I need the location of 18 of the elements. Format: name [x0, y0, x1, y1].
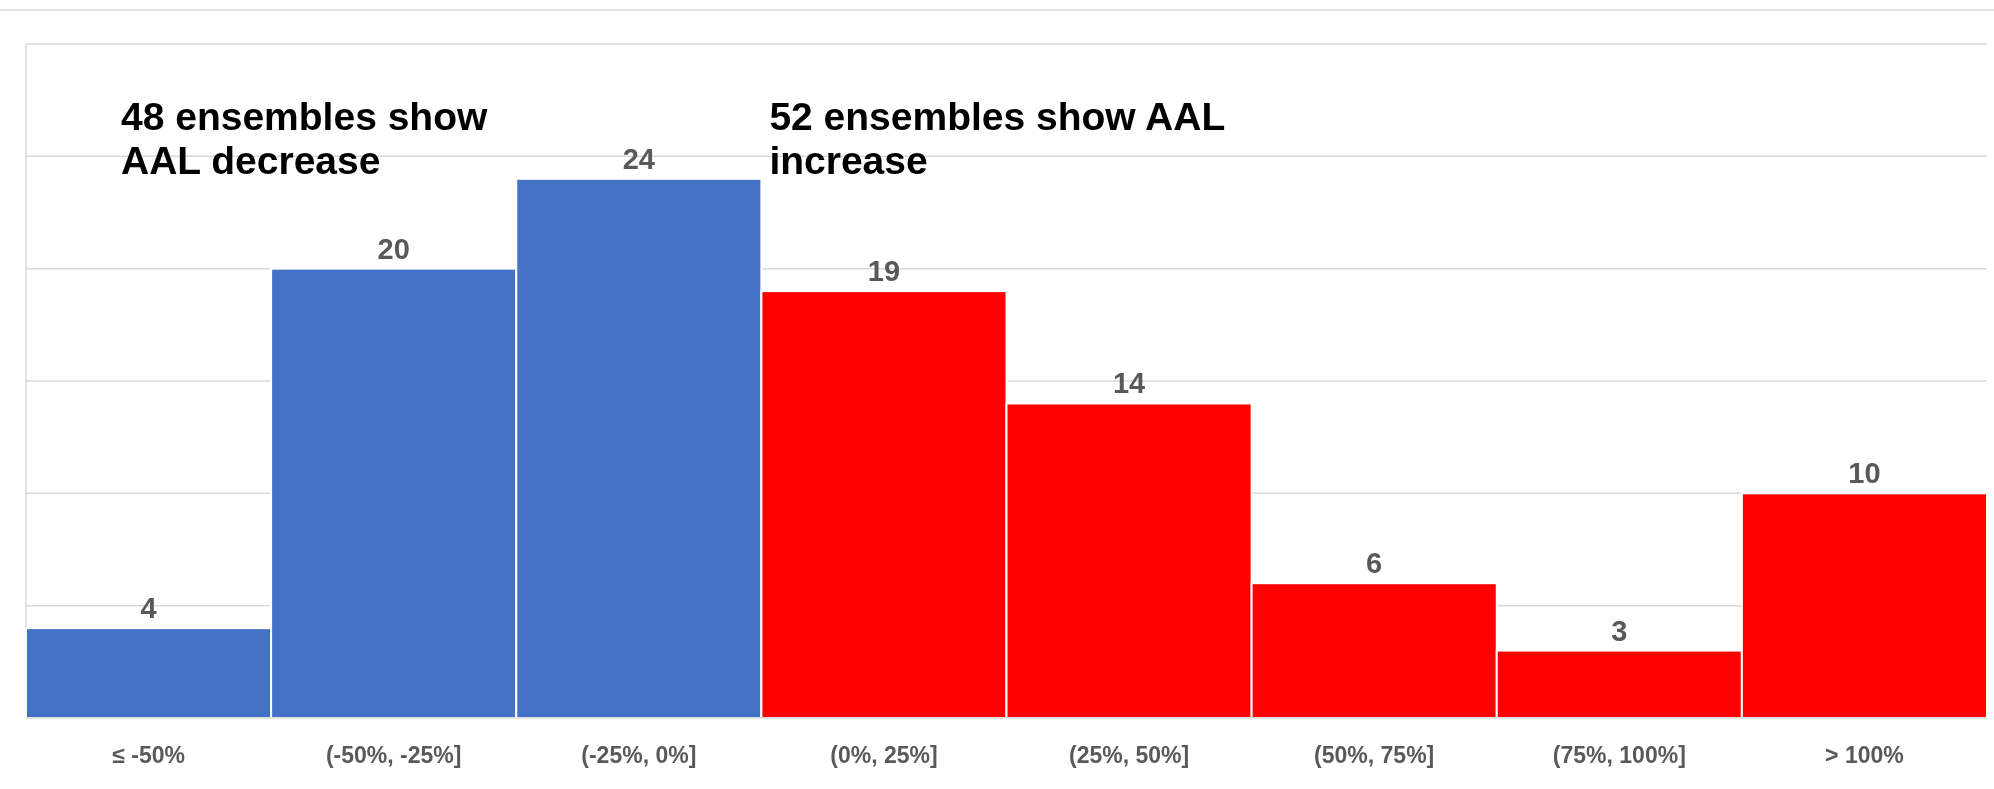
x-tick-label: (50%, 75%] [1314, 742, 1435, 768]
x-tick-label: (25%, 50%] [1068, 742, 1190, 768]
data-label: 4 [140, 592, 157, 625]
data-label: 20 [377, 232, 410, 265]
data-label: 10 [1848, 457, 1881, 490]
data-label: 24 [622, 142, 655, 175]
annotation: 52 ensembles show AAL increase [769, 95, 1226, 182]
x-tick-label: > 100% [1825, 742, 1904, 768]
x-tick-label: (0%, 25%] [830, 742, 938, 768]
x-tick-label: (-50%, -25%] [325, 742, 462, 768]
annotation: 48 ensembles show AAL decrease [121, 95, 488, 182]
data-label: 14 [1112, 367, 1146, 400]
data-label: 6 [1366, 547, 1383, 580]
x-tick-label: (-25%, 0%] [581, 742, 697, 768]
data-label: 3 [1611, 614, 1628, 647]
x-tick-label: (75%, 100%] [1552, 742, 1686, 768]
data-label: 19 [867, 255, 901, 288]
x-tick-label: ≤ -50% [112, 742, 185, 768]
